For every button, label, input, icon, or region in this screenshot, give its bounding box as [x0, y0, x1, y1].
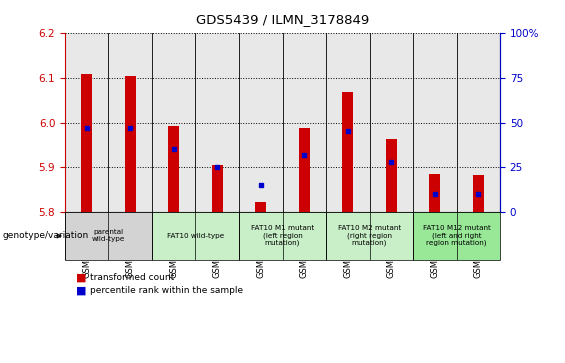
- Bar: [239, 212, 326, 260]
- Bar: [413, 212, 500, 260]
- Bar: [326, 212, 413, 260]
- Text: transformed count: transformed count: [90, 273, 175, 282]
- Bar: [255, 203, 266, 212]
- Bar: [342, 92, 353, 212]
- Text: ■: ■: [76, 285, 87, 295]
- Text: parental
wild-type: parental wild-type: [92, 229, 125, 242]
- Bar: [65, 212, 152, 260]
- Bar: [386, 139, 397, 212]
- Bar: [81, 74, 92, 212]
- Bar: [299, 128, 310, 212]
- Bar: [168, 126, 179, 212]
- Bar: [125, 76, 136, 212]
- Bar: [429, 174, 440, 212]
- Bar: [212, 165, 223, 212]
- Text: FAT10 M1 mutant
(left region
mutation): FAT10 M1 mutant (left region mutation): [251, 225, 314, 246]
- Text: FAT10 wild-type: FAT10 wild-type: [167, 233, 224, 239]
- Text: GDS5439 / ILMN_3178849: GDS5439 / ILMN_3178849: [196, 13, 369, 26]
- Text: FAT10 M12 mutant
(left and right
region mutation): FAT10 M12 mutant (left and right region …: [423, 225, 490, 246]
- Text: FAT10 M2 mutant
(right region
mutation): FAT10 M2 mutant (right region mutation): [338, 225, 401, 246]
- Text: ■: ■: [76, 273, 87, 283]
- Text: percentile rank within the sample: percentile rank within the sample: [90, 286, 244, 295]
- Bar: [473, 175, 484, 212]
- Text: genotype/variation: genotype/variation: [3, 232, 89, 240]
- Bar: [152, 212, 239, 260]
